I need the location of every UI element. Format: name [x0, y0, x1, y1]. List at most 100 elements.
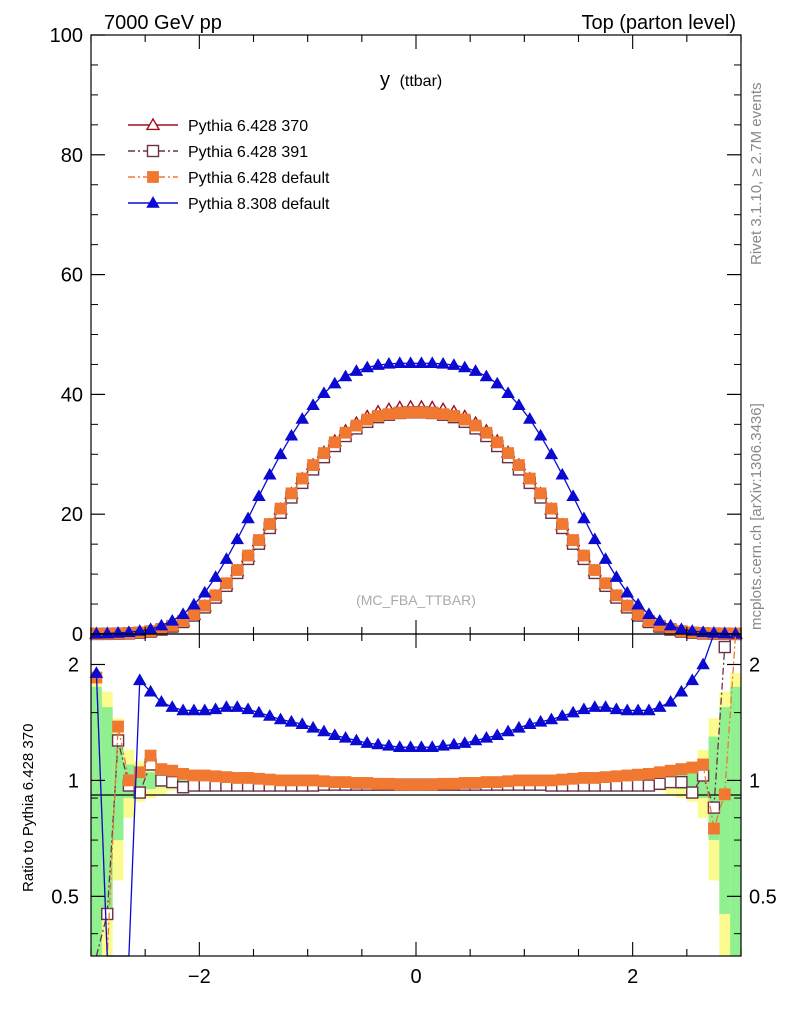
data-point — [209, 589, 222, 602]
y-tick-label: 0 — [72, 624, 83, 646]
ratio-data-point — [588, 772, 601, 784]
ratio-data-point — [708, 822, 720, 835]
data-point — [663, 618, 678, 631]
ratio-data-point — [718, 788, 731, 801]
data-point — [154, 618, 169, 631]
ratio-data-point — [306, 720, 320, 733]
data-point — [382, 357, 396, 369]
data-point — [383, 408, 395, 421]
band-segment — [112, 736, 124, 841]
ratio-data-point — [165, 700, 179, 712]
ratio-data-point — [685, 673, 699, 686]
data-point — [187, 597, 201, 610]
data-point — [621, 599, 634, 612]
data-point — [296, 472, 309, 485]
ratio-data-point — [393, 740, 407, 752]
data-point — [176, 607, 190, 620]
data-point — [307, 459, 319, 471]
band-segment — [708, 736, 720, 841]
data-point — [328, 376, 342, 389]
band-segment — [730, 686, 741, 956]
ratio-data-point — [176, 781, 190, 794]
ratio-data-point — [598, 700, 613, 712]
legend-label: Pythia 6.428 391 — [188, 144, 308, 161]
ratio-plot-panel: 0.5 0.5 1 1 2 2 −2 0 2 — [51, 633, 777, 988]
ratio-data-point — [414, 740, 429, 752]
band-segment — [719, 707, 731, 914]
data-point — [566, 489, 580, 502]
main-plot-axes: 0 20 40 60 80 100 — [50, 25, 742, 646]
data-point — [555, 467, 569, 480]
data-point — [512, 398, 526, 410]
ratio-y-tick-label-right: 2 — [749, 654, 760, 676]
ratio-data-point — [468, 733, 483, 746]
ratio-data-point — [101, 907, 114, 921]
ratio-data-point — [155, 763, 168, 776]
data-point — [241, 511, 255, 524]
legend-marker — [146, 196, 160, 208]
data-point — [448, 410, 460, 422]
legend-label: Pythia 6.428 default — [188, 170, 330, 187]
ratio-data-point — [188, 769, 200, 782]
data-point — [458, 360, 472, 373]
ratio-data-point — [198, 703, 212, 716]
ratio-data-point — [219, 700, 234, 712]
ratio-data-point — [513, 774, 525, 787]
ratio-data-point — [621, 769, 634, 782]
data-point — [620, 585, 634, 598]
ratio-data-point — [653, 777, 666, 790]
ratio-data-point — [252, 705, 266, 718]
ratio-data-point — [696, 769, 710, 782]
ratio-data-point — [426, 778, 439, 791]
ratio-data-point — [577, 702, 591, 715]
ratio-data-point — [523, 717, 537, 729]
data-point — [469, 419, 482, 432]
ratio-data-point — [123, 774, 135, 787]
ratio-data-point — [415, 778, 428, 791]
ratio-data-point — [675, 775, 688, 789]
data-point — [414, 356, 429, 369]
data-point — [707, 626, 721, 638]
data-point — [231, 564, 244, 576]
data-point — [533, 428, 548, 441]
ratio-data-point — [338, 730, 353, 743]
ratio-data-point — [631, 703, 645, 716]
data-point — [632, 608, 644, 621]
ratio-data-point — [403, 740, 418, 752]
data-point — [371, 358, 385, 370]
data-point — [318, 447, 330, 460]
data-point — [437, 408, 449, 421]
ratio-data-point — [133, 673, 147, 686]
legend-marker — [146, 144, 160, 158]
ratio-data-point — [242, 772, 254, 784]
uncertainty-band — [91, 673, 741, 956]
data-point — [610, 589, 623, 602]
ratio-data-point — [631, 779, 645, 792]
ratio-series-pythia-8-308-default — [89, 633, 715, 957]
data-point — [295, 412, 309, 424]
data-point — [588, 532, 602, 545]
ratio-data-point — [675, 763, 688, 776]
ratio-data-point — [133, 766, 146, 779]
ratio-y-tick-label: 0.5 — [51, 886, 79, 908]
data-point — [361, 413, 374, 426]
data-point — [588, 564, 601, 576]
data-point — [534, 487, 547, 500]
ratio-data-point — [642, 703, 656, 716]
ratio-data-point — [155, 774, 168, 787]
data-point — [425, 356, 439, 369]
ratio-data-point — [512, 720, 526, 733]
ratio-data-point — [502, 775, 514, 788]
ratio-data-point — [686, 761, 699, 774]
ratio-data-point — [220, 771, 233, 784]
legend-label: Pythia 6.428 370 — [188, 118, 308, 135]
ratio-data-point — [154, 694, 169, 707]
legend-entry: Pythia 8.308 default — [128, 196, 330, 213]
ratio-data-point — [361, 777, 374, 789]
series-pythia-8-308-default — [89, 356, 743, 639]
data-point — [480, 426, 493, 439]
ratio-data-point — [664, 775, 677, 789]
ratio-data-point — [166, 775, 179, 789]
ratio-data-point — [448, 777, 460, 790]
legend: Pythia 6.428 370 Pythia 6.428 391 Pythia 6… — [128, 117, 330, 213]
